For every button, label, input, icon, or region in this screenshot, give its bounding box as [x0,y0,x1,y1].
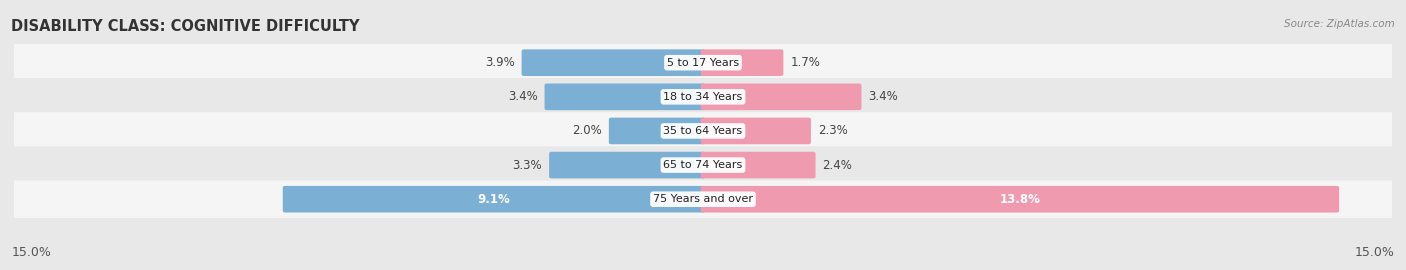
FancyBboxPatch shape [550,152,706,178]
FancyBboxPatch shape [7,146,1399,184]
Text: 15.0%: 15.0% [1355,246,1395,259]
FancyBboxPatch shape [7,44,1399,82]
Text: 1.7%: 1.7% [790,56,820,69]
FancyBboxPatch shape [700,152,815,178]
FancyBboxPatch shape [7,112,1399,150]
Text: 3.9%: 3.9% [485,56,515,69]
Text: 9.1%: 9.1% [478,193,510,206]
Text: 13.8%: 13.8% [1000,193,1040,206]
FancyBboxPatch shape [283,186,706,212]
FancyBboxPatch shape [544,83,706,110]
FancyBboxPatch shape [700,186,1339,212]
Text: 35 to 64 Years: 35 to 64 Years [664,126,742,136]
Legend: Male, Female: Male, Female [634,268,772,270]
FancyBboxPatch shape [700,83,862,110]
Text: 3.4%: 3.4% [508,90,537,103]
Text: 3.4%: 3.4% [869,90,898,103]
FancyBboxPatch shape [7,180,1399,218]
Text: 75 Years and over: 75 Years and over [652,194,754,204]
FancyBboxPatch shape [609,118,706,144]
Text: 3.3%: 3.3% [513,158,543,171]
Text: 2.3%: 2.3% [818,124,848,137]
FancyBboxPatch shape [522,49,706,76]
FancyBboxPatch shape [700,118,811,144]
FancyBboxPatch shape [700,49,783,76]
Text: 5 to 17 Years: 5 to 17 Years [666,58,740,68]
Text: 15.0%: 15.0% [11,246,51,259]
Text: 2.4%: 2.4% [823,158,852,171]
Text: 65 to 74 Years: 65 to 74 Years [664,160,742,170]
Text: DISABILITY CLASS: COGNITIVE DIFFICULTY: DISABILITY CLASS: COGNITIVE DIFFICULTY [11,19,360,34]
Text: 18 to 34 Years: 18 to 34 Years [664,92,742,102]
Text: Source: ZipAtlas.com: Source: ZipAtlas.com [1284,19,1395,29]
Text: 2.0%: 2.0% [572,124,602,137]
FancyBboxPatch shape [7,78,1399,116]
